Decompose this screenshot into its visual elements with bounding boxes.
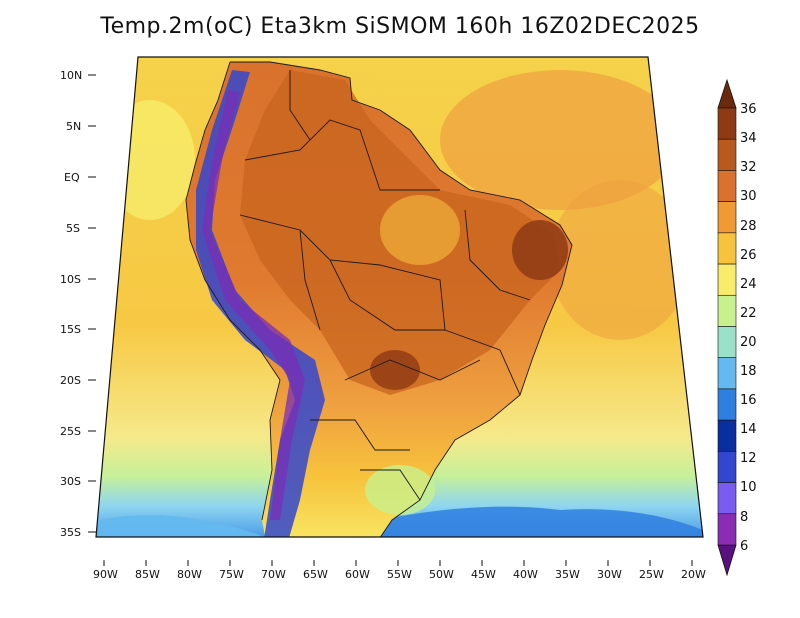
lon-label: 80W xyxy=(177,568,202,581)
lat-label: 10S xyxy=(60,273,81,286)
lon-label: 50W xyxy=(429,568,454,581)
lon-tick: 70W xyxy=(261,560,286,581)
colorbar-label: 20 xyxy=(740,335,757,350)
colorbar-segment xyxy=(717,513,737,546)
lat-tick: 35S xyxy=(60,526,96,539)
lat-tick: 20S xyxy=(60,374,96,387)
colorbar-label: 34 xyxy=(740,131,757,146)
lat-label: EQ xyxy=(64,171,80,184)
lon-tick: 25W xyxy=(639,560,664,581)
lon-tick: 45W xyxy=(471,560,496,581)
lon-label: 70W xyxy=(261,568,286,581)
colorbar-segment xyxy=(717,263,737,296)
lat-label: 5N xyxy=(66,120,81,133)
lat-tick: 15S xyxy=(60,323,96,336)
lon-tick: 30W xyxy=(597,560,622,581)
colorbar-segment xyxy=(717,451,737,483)
colorbar-segment xyxy=(717,170,737,202)
colorbar-bottom-arrow xyxy=(717,544,737,577)
colorbar-segment xyxy=(717,419,737,452)
colorbar-label: 14 xyxy=(740,422,757,437)
lon-label: 45W xyxy=(471,568,496,581)
lon-label: 90W xyxy=(93,568,118,581)
colorbar-label: 12 xyxy=(740,451,757,466)
lon-tick: 65W xyxy=(303,560,328,581)
lat-label: 20S xyxy=(60,374,81,387)
lon-label: 85W xyxy=(135,568,160,581)
lon-tick: 75W xyxy=(219,560,244,581)
colorbar-segment xyxy=(717,107,737,140)
lon-tick: 50W xyxy=(429,560,454,581)
colorbar-segment xyxy=(717,388,737,421)
lon-tick: 60W xyxy=(345,560,370,581)
lon-label: 65W xyxy=(303,568,328,581)
colorbar-label: 28 xyxy=(740,219,757,234)
lon-tick: 40W xyxy=(513,560,538,581)
colorbar: 36 34 32 30 28 26 24 22 20 18 16 14 12 1… xyxy=(717,78,757,577)
colorbar-label: 22 xyxy=(740,306,757,321)
map-title: Temp.2m(oC) Eta3km SiSMOM 160h 16Z02DEC2… xyxy=(100,14,700,39)
lon-label: 25W xyxy=(639,568,664,581)
colorbar-label: 32 xyxy=(740,160,757,175)
lat-tick: 5S xyxy=(66,222,96,235)
colorbar-segment xyxy=(717,357,737,390)
lon-label: 60W xyxy=(345,568,370,581)
colorbar-label: 8 xyxy=(740,510,748,525)
colorbar-label: 10 xyxy=(740,480,757,495)
lat-tick: 10S xyxy=(60,273,96,286)
lat-tick: 5N xyxy=(66,120,96,133)
colorbar-label: 36 xyxy=(740,102,757,117)
lon-tick: 80W xyxy=(177,560,202,581)
lat-tick: 25S xyxy=(60,425,96,438)
lon-tick: 20W xyxy=(681,560,706,581)
map-frame xyxy=(95,56,704,538)
lat-label: 25S xyxy=(60,425,81,438)
colorbar-segment xyxy=(717,232,737,265)
colorbar-top-arrow xyxy=(717,78,737,109)
colorbar-label: 26 xyxy=(740,248,757,263)
lon-label: 55W xyxy=(387,568,412,581)
longitude-axis: 90W 85W 80W 75W 70W 65W 60W 55W 50W 45W … xyxy=(93,560,706,581)
latitude-axis: 10N 5N EQ 5S 10S 15S 20S 25S 30S 35S xyxy=(60,69,96,539)
colorbar-segment xyxy=(717,482,737,515)
lon-label: 20W xyxy=(681,568,706,581)
lat-label: 15S xyxy=(60,323,81,336)
lat-label: 30S xyxy=(60,475,81,488)
lon-label: 30W xyxy=(597,568,622,581)
lon-tick: 85W xyxy=(135,560,160,581)
lat-tick: 30S xyxy=(60,475,96,488)
colorbar-label: 16 xyxy=(740,393,757,408)
colorbar-label: 24 xyxy=(740,277,757,292)
lon-tick: 90W xyxy=(93,560,118,581)
colorbar-label: 18 xyxy=(740,364,757,379)
colorbar-label: 6 xyxy=(740,539,748,554)
lon-label: 35W xyxy=(555,568,580,581)
colorbar-segment xyxy=(717,326,737,359)
lat-label: 5S xyxy=(66,222,80,235)
colorbar-label: 30 xyxy=(740,189,757,204)
lat-tick: EQ xyxy=(64,171,96,184)
colorbar-segment xyxy=(717,201,737,234)
lon-label: 40W xyxy=(513,568,538,581)
lat-tick: 10N xyxy=(60,69,96,82)
lon-tick: 35W xyxy=(555,560,580,581)
map-domain xyxy=(96,57,703,537)
lat-label: 10N xyxy=(60,69,82,82)
lon-label: 75W xyxy=(219,568,244,581)
colorbar-segment xyxy=(717,138,737,171)
country-borders xyxy=(185,61,573,537)
lon-tick: 55W xyxy=(387,560,412,581)
colorbar-segment xyxy=(717,294,737,327)
lat-label: 35S xyxy=(60,526,81,539)
